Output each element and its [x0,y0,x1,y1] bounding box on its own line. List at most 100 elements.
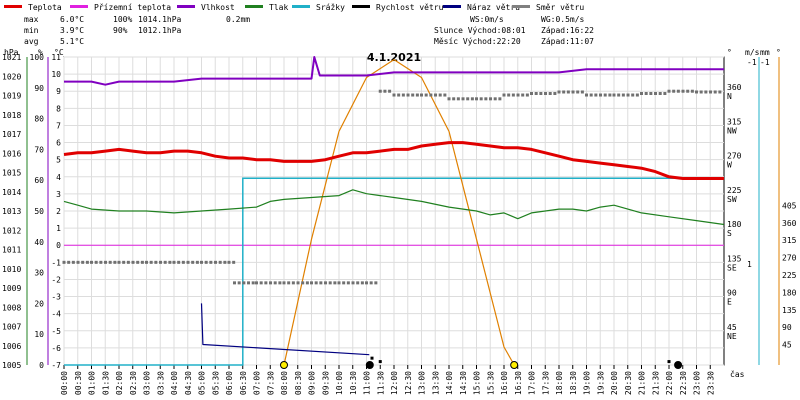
direction-point [498,97,502,101]
direction-point [420,93,423,97]
direction-unit: ° [727,48,732,57]
direction-point [269,281,273,285]
pressure-tick-label: 1018 [2,111,21,120]
x-tick-label: 10:30 [349,371,358,395]
x-tick-label: 09:00 [308,371,317,395]
direction-point [218,260,222,264]
sun-axis-unit: ° [776,48,781,57]
stats-humidity: 90% [113,26,128,35]
direction-point [108,260,112,264]
direction-point [525,93,529,97]
x-tick-label: 13:00 [418,371,427,395]
legend-label: Teplota [28,3,62,12]
direction-point [530,92,533,96]
direction-point [369,281,373,285]
direction-point [145,260,148,264]
direction-tick-degrees: 225 [727,186,742,195]
direction-point [681,89,685,93]
wind-tick-label: 1 [747,260,752,269]
direction-point [346,281,350,285]
direction-tick-degrees: 360 [727,83,742,92]
temperature-tick-label: -6 [51,344,61,353]
pressure-tick-label: 1020 [2,72,21,81]
direction-point [713,90,717,94]
x-tick-label: 08:30 [294,371,303,395]
chart-title: 4.1.2021 [367,51,421,64]
direction-point [676,89,680,93]
direction-tick-compass: W [727,161,732,170]
pressure-tick-label: 1013 [2,207,21,216]
direction-point [204,260,208,264]
direction-point [603,93,607,97]
legend-swatch [177,5,195,8]
direction-tick-degrees: 90 [727,289,737,298]
stats-pressure: 1012.1hPa [138,26,182,35]
direction-point [90,260,93,264]
direction-point [242,281,246,285]
direction-point [635,93,639,97]
info-wind-gust: WG:0.5m/s [541,15,585,24]
sun-tick-label: 360 [782,219,797,228]
direction-point [718,90,722,94]
direction-point [640,92,643,96]
legend-swatch [352,5,370,8]
legend-label: Směr větru [536,3,584,12]
direction-point [337,281,341,285]
wind-speed-point [378,360,382,364]
direction-point [172,260,176,264]
direction-point [122,260,126,264]
legend-label: Rychlost větru [376,3,444,12]
stats-temperature: 5.1°C [60,37,84,46]
direction-point [452,97,456,101]
info-moon-set: Západ:11:07 [541,37,594,46]
temperature-tick-label: 3 [56,190,61,199]
x-tick-label: 17:30 [541,371,550,395]
direction-point [686,89,690,93]
direction-point [251,281,255,285]
x-tick-label: 06:30 [239,371,248,395]
direction-point [672,89,676,93]
wind-speed-point [667,360,671,364]
direction-point [291,281,295,285]
direction-tick-degrees: 270 [727,152,742,161]
x-tick-label: 12:30 [404,371,413,395]
direction-point [117,260,121,264]
direction-point [383,89,387,93]
info-sun-rise: Slunce Východ:08:01 [434,26,526,35]
stats-temperature: 6.0°C [60,15,84,24]
direction-point [163,260,167,264]
x-tick-label: 01:00 [88,371,97,395]
direction-point [580,90,584,94]
direction-point [644,92,648,96]
x-tick-label: 09:30 [321,371,330,395]
direction-point [195,260,199,264]
direction-tick-compass: E [727,298,732,307]
stats-row-label: min [24,26,39,35]
direction-point [617,93,621,97]
direction-point [232,260,236,264]
direction-point [136,260,140,264]
x-tick-label: 22:00 [665,371,674,395]
temperature-tick-label: 11 [51,53,61,62]
x-tick-label: 07:00 [253,371,262,395]
direction-point [360,281,364,285]
direction-point [126,260,130,264]
humidity-tick-label: 100 [30,53,45,62]
direction-point [415,93,419,97]
humidity-tick-label: 80 [34,115,44,124]
direction-point [237,281,241,285]
direction-point [553,92,557,96]
direction-point [699,90,703,94]
sun-tick-label: 135 [782,306,797,315]
pressure-tick-label: 1008 [2,303,21,312]
temperature-tick-label: -5 [51,327,61,336]
direction-point [191,260,195,264]
direction-point [704,90,708,94]
direction-point [259,281,263,285]
direction-point [479,97,483,101]
direction-point [585,93,588,97]
direction-point [255,281,258,285]
direction-point [149,260,153,264]
x-tick-label: 17:00 [528,371,537,395]
